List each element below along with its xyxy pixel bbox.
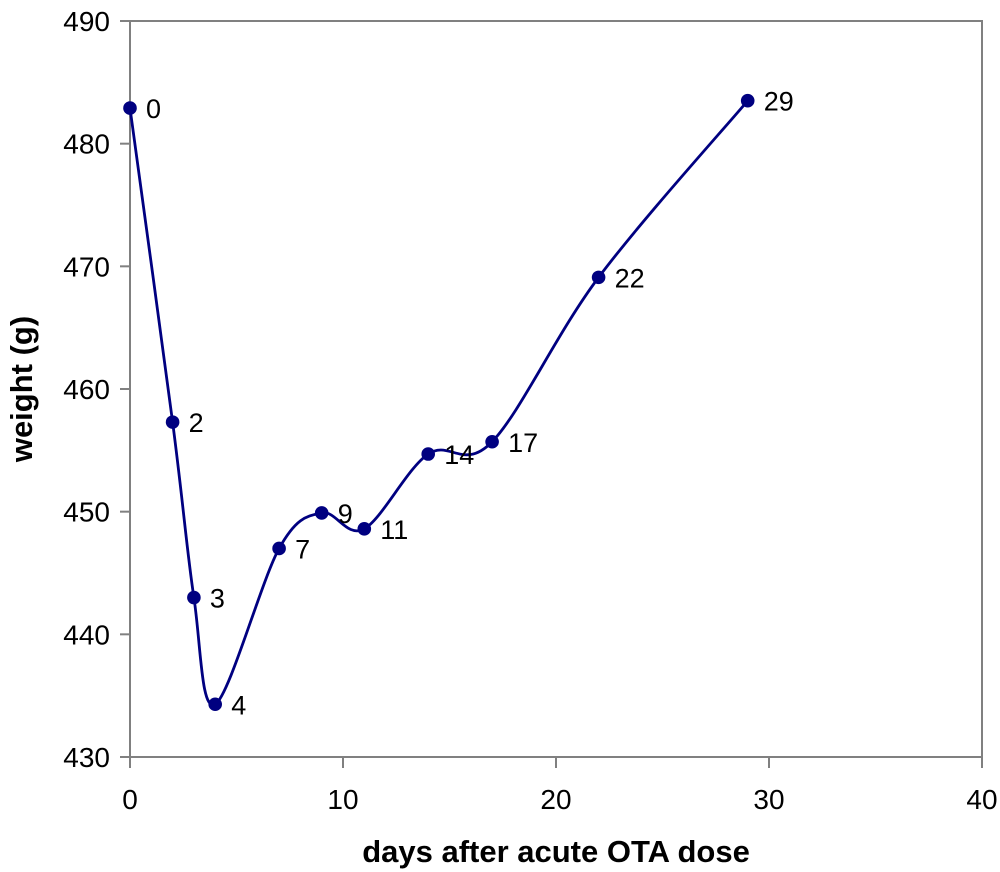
data-point-label: 29: [764, 87, 794, 117]
y-tick-label: 480: [63, 129, 110, 160]
y-tick-label: 440: [63, 619, 110, 650]
x-tick-label: 30: [753, 784, 784, 815]
data-point-marker: [357, 522, 372, 536]
data-point-marker: [272, 541, 286, 556]
data-point-label: 14: [444, 440, 474, 470]
data-point-marker: [208, 697, 222, 712]
x-tick-label: 20: [540, 784, 571, 815]
data-point-marker: [740, 93, 755, 108]
plot-border: [129, 20, 983, 758]
data-point-label: 2: [189, 408, 204, 438]
data-point-label: 4: [231, 690, 246, 720]
data-point-label: 0: [146, 94, 161, 124]
y-tick-label: 460: [63, 374, 110, 405]
data-point-marker: [421, 447, 436, 461]
data-point-label: 9: [338, 499, 353, 529]
data-point-label: 17: [508, 428, 538, 458]
data-point-marker: [314, 506, 329, 520]
data-point-marker: [187, 590, 201, 605]
data-point-label: 7: [295, 534, 310, 564]
data-point-marker: [165, 415, 180, 429]
data-point-label: 3: [210, 584, 225, 614]
x-tick-label: 40: [966, 784, 997, 815]
y-axis-title: weight (g): [4, 316, 39, 463]
y-tick-label: 430: [63, 742, 110, 773]
data-point-marker: [123, 101, 137, 115]
x-tick-label: 0: [122, 784, 138, 815]
series-layer: [123, 93, 755, 712]
data-point-label: 11: [380, 515, 408, 545]
data-point-marker: [591, 270, 606, 285]
x-axis-title: days after acute OTA dose: [362, 834, 750, 869]
y-tick-label: 470: [63, 251, 110, 282]
data-point-marker: [485, 434, 499, 449]
point-labels-layer: 0 2 3 4 79 11 14 17 22 29: [146, 87, 794, 721]
y-tick-label: 450: [63, 497, 110, 528]
x-tick-label: 10: [327, 784, 358, 815]
data-point-label: 22: [615, 263, 645, 293]
series-line: [128, 99, 750, 707]
y-tick-label: 490: [63, 6, 110, 37]
